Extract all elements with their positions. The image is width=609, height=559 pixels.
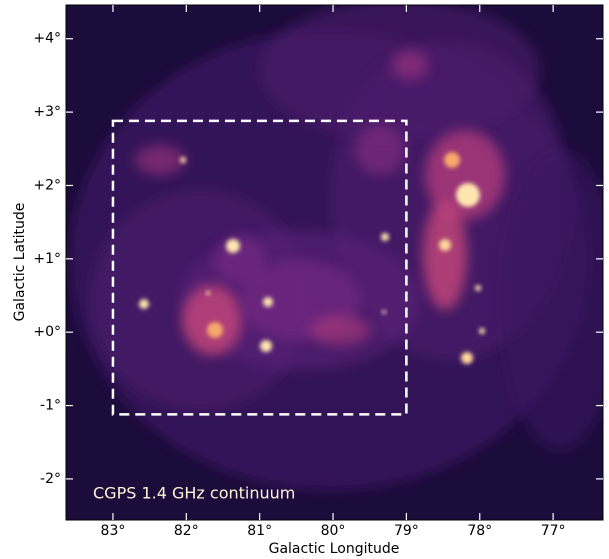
bright-source	[260, 340, 272, 352]
x-tick-label: 81°	[247, 523, 272, 539]
y-tick-label: -2°	[40, 471, 61, 487]
bright-source	[444, 152, 460, 168]
bright-source	[382, 310, 386, 314]
region-box	[111, 119, 408, 416]
y-tick-label: -1°	[40, 398, 61, 414]
bright-source	[479, 328, 485, 334]
bright-source	[381, 233, 389, 241]
y-tick-label: +3°	[33, 104, 61, 120]
x-tick-label: 79°	[394, 523, 419, 539]
bright-source	[456, 183, 480, 207]
y-tick-label: +1°	[33, 251, 61, 267]
x-tick-label: 82°	[174, 523, 199, 539]
x-tick-label: 77°	[541, 523, 566, 539]
plot-frame	[65, 4, 604, 521]
y-tick-label: +0°	[33, 324, 61, 340]
x-tick-label: 78°	[467, 523, 492, 539]
nebula-glow	[135, 145, 185, 175]
annotation: CGPS 1.4 GHz continuum	[93, 484, 295, 503]
y-tick-label: +4°	[33, 31, 61, 47]
bright-source	[263, 297, 273, 307]
x-tick-label: 83°	[101, 523, 126, 539]
nebula-glow	[215, 235, 265, 285]
nebula-glow	[425, 130, 505, 220]
bright-source	[206, 291, 210, 295]
bright-source	[180, 157, 186, 163]
bright-source	[475, 285, 481, 291]
nebula-glow	[500, 150, 603, 450]
bright-source	[226, 239, 240, 253]
nebula-glow	[392, 50, 428, 80]
x-axis-label: Galactic Longitude	[269, 541, 400, 557]
nebula-glow	[182, 285, 242, 355]
y-axis-label: Galactic Latitude	[12, 203, 28, 322]
bright-source	[439, 239, 451, 251]
bright-source	[461, 352, 473, 364]
bright-source	[207, 322, 223, 338]
nebula-glow	[310, 315, 370, 345]
bright-source	[139, 299, 149, 309]
nebula-glow	[423, 200, 467, 310]
y-tick-label: +2°	[33, 177, 61, 193]
nebula-glow	[355, 125, 405, 175]
x-tick-label: 80°	[321, 523, 346, 539]
